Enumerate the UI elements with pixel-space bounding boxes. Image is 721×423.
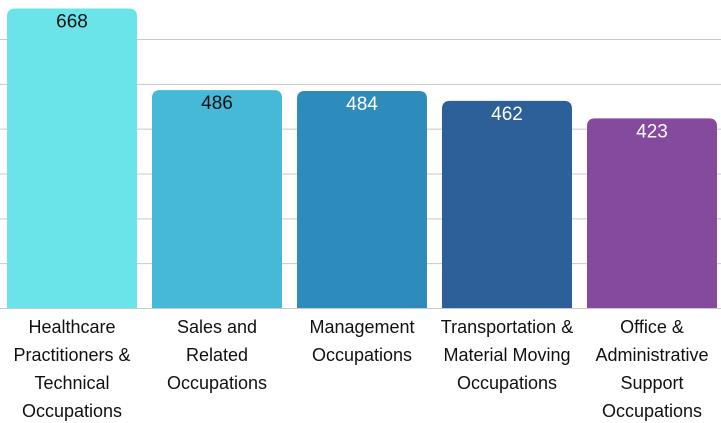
bar — [297, 91, 427, 308]
bar — [152, 90, 282, 308]
x-tick-label: Office & Administrative Support Occupations — [595, 317, 708, 421]
x-tick-label: Sales and Related Occupations — [167, 317, 267, 393]
value-label: 484 — [346, 94, 378, 115]
x-tick-label: Transportation & Material Moving Occupatio… — [441, 317, 573, 393]
value-label: 668 — [56, 12, 88, 33]
bar — [7, 8, 137, 309]
value-label: 462 — [491, 104, 523, 125]
value-label: 423 — [636, 121, 668, 142]
x-tick-label: Healthcare Practitioners & Technical Occupa… — [13, 317, 130, 421]
bar — [442, 100, 572, 309]
bar — [587, 118, 717, 308]
value-label: 486 — [201, 93, 233, 114]
x-tick-label: Management Occupations — [309, 317, 414, 365]
